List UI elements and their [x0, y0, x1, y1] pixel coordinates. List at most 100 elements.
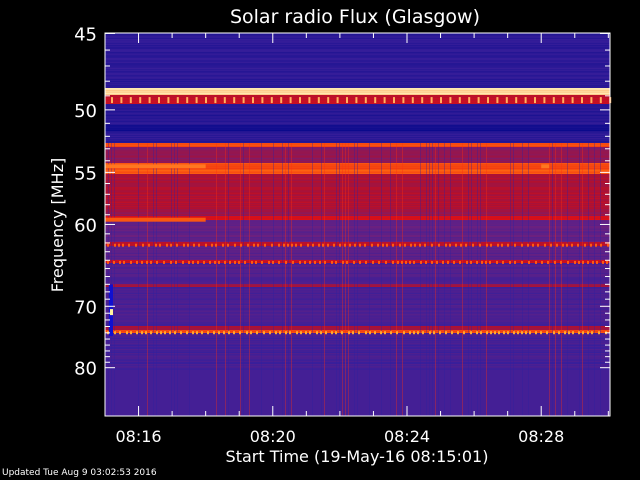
interference-dot [384, 331, 386, 335]
texture-stripe [354, 143, 355, 416]
band-row [105, 175, 610, 176]
spike [308, 97, 311, 104]
band-row [105, 306, 610, 307]
interference-dot [553, 331, 555, 335]
spike [477, 97, 480, 104]
band-row [105, 341, 610, 342]
interference-dot [521, 331, 523, 335]
interference-dot [507, 243, 509, 247]
interference-dot [107, 260, 109, 264]
band-row [105, 267, 610, 268]
spike [148, 97, 151, 104]
interference-dot [213, 331, 215, 335]
band-row [105, 137, 610, 138]
band-row [105, 156, 610, 157]
interference-dot [193, 243, 195, 247]
interference-dot [348, 331, 350, 335]
band-row [105, 58, 610, 59]
band-row [105, 106, 610, 107]
interference-dot [521, 260, 523, 264]
band-row [105, 191, 610, 192]
texture-stripe [579, 143, 580, 416]
band-row [105, 344, 610, 345]
band-row [105, 104, 610, 105]
interference-dot [574, 260, 576, 264]
interference-dot [322, 243, 324, 247]
interference-dot [497, 243, 499, 247]
band-row [105, 289, 610, 290]
band-row [105, 231, 610, 232]
interference-dot [324, 260, 326, 264]
interference-dot [192, 260, 194, 264]
interference-dot [183, 243, 185, 247]
texture-stripe [471, 143, 472, 416]
band-row [105, 218, 610, 219]
interference-dot [128, 243, 130, 247]
band-row [105, 165, 610, 166]
band-row [105, 72, 610, 73]
band-row [105, 354, 610, 355]
band-row [105, 233, 610, 234]
interference-dot [358, 331, 360, 335]
interference-dot [501, 243, 503, 247]
interference-dot [342, 260, 344, 264]
interference-dot [215, 243, 217, 247]
band-row [105, 249, 610, 250]
band-row [105, 322, 610, 323]
interference-dot [175, 260, 177, 264]
band-row [105, 248, 610, 249]
band-row [105, 337, 610, 338]
texture-stripe [600, 143, 601, 416]
band-row [105, 44, 610, 45]
x-axis: 08:16 08:20 08:24 08:28 [104, 33, 609, 446]
texture-stripe [450, 143, 451, 416]
band-row [105, 259, 610, 260]
band-row [105, 258, 610, 259]
band-row [105, 234, 610, 235]
interference-dot [431, 243, 433, 247]
band-row [105, 274, 610, 275]
interference-dot [228, 331, 230, 335]
band-row [105, 108, 610, 109]
band-row [105, 110, 610, 111]
texture-stripe [510, 143, 511, 416]
texture-stripe [381, 143, 382, 416]
spike [195, 97, 198, 104]
interference-dot [578, 331, 580, 335]
interference-dot [126, 331, 128, 335]
interference-dot [600, 243, 602, 247]
band-row [105, 294, 610, 295]
band-row [105, 119, 610, 120]
spike [214, 97, 217, 104]
band-row [105, 256, 610, 257]
band-row [105, 213, 610, 214]
texture-stripe [390, 143, 391, 416]
interference-dot [396, 331, 398, 335]
texture-stripe [171, 143, 172, 416]
interference-dot [166, 243, 168, 247]
texture-stripe [435, 143, 436, 416]
texture-stripe [549, 143, 550, 416]
band-row [105, 321, 610, 322]
texture-stripe [429, 143, 430, 416]
spike [505, 97, 508, 104]
band-row [105, 227, 610, 228]
interference-dot [517, 331, 519, 335]
band-row [105, 155, 610, 156]
interference-dot [339, 243, 341, 247]
y-tick-label: 60 [74, 215, 97, 236]
interference-dot [547, 260, 549, 264]
interference-dot [596, 260, 598, 264]
interference-dot [227, 243, 229, 247]
spike [299, 97, 301, 104]
interference-dot [562, 243, 564, 247]
texture-stripe [336, 143, 337, 416]
band-row [105, 100, 610, 101]
band-row [105, 182, 610, 183]
texture-stripe [240, 143, 241, 416]
interference-dot [318, 243, 320, 247]
interference-dot [107, 243, 109, 247]
interference-dot [142, 243, 144, 247]
band-row [105, 297, 610, 298]
band-row [105, 329, 610, 330]
